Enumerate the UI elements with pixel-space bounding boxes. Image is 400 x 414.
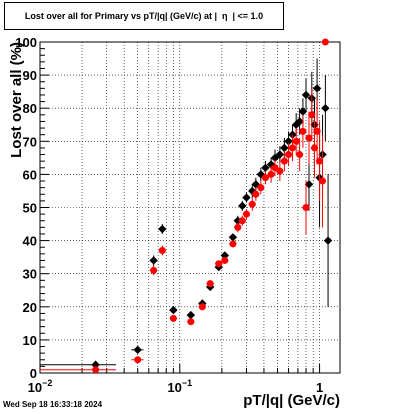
- x-tick-label: 1: [316, 380, 323, 395]
- data-point: [323, 236, 333, 245]
- data-point: [158, 247, 166, 255]
- data-point: [261, 174, 269, 182]
- data-point: [301, 90, 311, 100]
- data-point: [229, 240, 237, 248]
- chart-title-box: Lost over all for Primary vs pT/|q| (GeV…: [4, 2, 284, 30]
- data-point: [298, 107, 308, 116]
- y-tick-labels: 0 10 20 30 40 50 60 70 80 90 100: [15, 35, 37, 381]
- data-point: [313, 127, 321, 135]
- data-point: [316, 157, 324, 165]
- y-tick-label: 40: [23, 234, 37, 249]
- data-point: [285, 151, 293, 159]
- data-point: [305, 134, 313, 142]
- x-axis-title: pT/|q| (GeV/c): [243, 392, 340, 409]
- data-point: [276, 167, 284, 175]
- data-point: [169, 314, 177, 322]
- data-point: [149, 256, 158, 265]
- data-point: [242, 193, 251, 202]
- chart-title: Lost over all for Primary vs pT/|q| (GeV…: [24, 11, 264, 21]
- data-point: [248, 200, 256, 208]
- y-tick-label: 80: [23, 101, 37, 116]
- data-point: [284, 137, 293, 146]
- data-point: [261, 163, 270, 172]
- data-series: [40, 38, 333, 374]
- x-tick-labels: 10−2 10−1 1: [28, 378, 324, 395]
- data-point: [299, 127, 307, 135]
- y-tick-label: 70: [23, 134, 37, 149]
- data-point: [321, 38, 329, 46]
- data-point: [206, 280, 214, 288]
- data-point: [221, 256, 229, 264]
- data-point: [321, 104, 330, 113]
- y-tick-label: 30: [23, 267, 37, 282]
- data-point: [280, 157, 288, 165]
- y-tick-label: 0: [30, 366, 37, 381]
- y-tick-label: 10: [23, 333, 37, 348]
- data-point: [220, 251, 230, 260]
- data-point: [257, 184, 265, 192]
- data-point: [133, 345, 142, 355]
- y-tick-label: 50: [23, 201, 37, 216]
- data-point: [308, 111, 316, 119]
- x-tick-label: 10−2: [28, 378, 53, 395]
- data-point: [228, 233, 238, 242]
- data-point: [275, 150, 285, 159]
- data-point: [150, 266, 158, 274]
- data-point: [295, 117, 304, 126]
- x-tick-label: 10−1: [167, 378, 192, 395]
- grid: [40, 42, 340, 373]
- data-point: [319, 177, 327, 185]
- timestamp: Wed Sep 18 16:33:18 2024: [3, 400, 103, 409]
- data-point: [252, 190, 260, 198]
- data-point: [186, 310, 196, 320]
- y-tick-label: 60: [23, 167, 37, 182]
- data-point: [311, 144, 319, 152]
- data-point: [158, 224, 167, 234]
- data-point: [304, 180, 314, 189]
- data-point: [242, 210, 250, 218]
- data-point: [302, 204, 310, 211]
- data-point: [280, 143, 289, 153]
- data-point: [288, 144, 296, 152]
- data-point: [169, 305, 178, 315]
- y-tick-label: 100: [15, 35, 37, 50]
- data-point: [91, 360, 100, 369]
- data-point: [292, 137, 300, 145]
- data-point: [238, 217, 246, 225]
- data-point: [234, 223, 242, 231]
- data-point: [312, 84, 322, 93]
- y-tick-label: 90: [23, 68, 37, 83]
- series-2: [40, 38, 329, 374]
- y-tick-label: 20: [23, 300, 37, 315]
- data-point: [92, 366, 100, 374]
- data-point: [187, 318, 195, 326]
- data-point: [134, 356, 142, 364]
- axis-ticks: [39, 41, 321, 374]
- data-point: [238, 201, 247, 211]
- data-point: [198, 303, 206, 311]
- data-point: [296, 151, 304, 159]
- y-axis-title: Lost over all (%): [8, 42, 25, 158]
- data-point: [215, 260, 223, 268]
- data-point: [267, 170, 275, 178]
